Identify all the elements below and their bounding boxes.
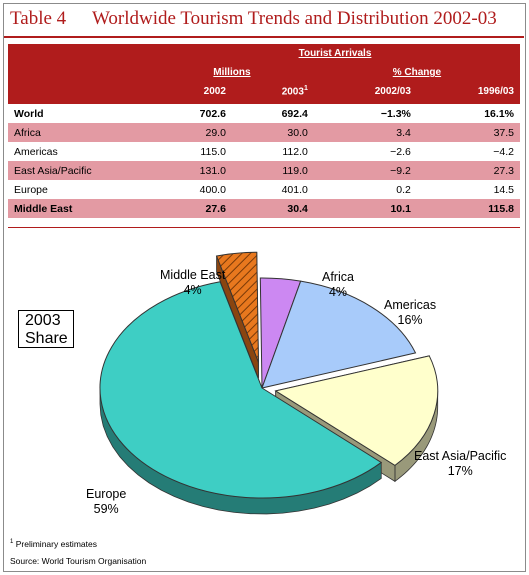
col-header-1996-03: 1996/03 — [416, 82, 520, 104]
tourism-table: Tourist Arrivals Millions % Change 2002 … — [8, 44, 520, 218]
table-row: Africa 29.0 30.0 3.4 37.5 — [8, 123, 520, 142]
table-row: Europe 400.0 401.0 0.2 14.5 — [14, 183, 514, 196]
chart-title-box: 2003 Share — [18, 310, 74, 348]
table-row: East Asia/Pacific 131.0 119.0 −9.2 27.3 — [8, 161, 520, 180]
label-americas: Americas 16% — [384, 298, 437, 327]
footnote-preliminary: 1 Preliminary estimates — [10, 539, 97, 549]
label-middle-east: Middle East 4% — [160, 268, 226, 297]
label-europe: Europe 59% — [86, 487, 127, 516]
figure-frame — [3, 3, 526, 572]
label-east-asia-pacific: East Asia/Pacific 17% — [414, 449, 507, 478]
table-row: Middle East 27.6 30.4 10.1 115.8 — [8, 199, 520, 218]
header-millions: Millions — [150, 63, 314, 82]
pie-slice-east-asia-pacific — [274, 355, 439, 466]
header-row-subgroups: Millions % Change — [8, 63, 520, 82]
pie-slice-americas — [261, 280, 417, 389]
table-bottom-rule — [8, 227, 520, 228]
col-header-2002: 2002 — [150, 82, 232, 104]
pie-slice-europe — [99, 281, 383, 499]
header-change: % Change — [313, 63, 520, 82]
table-row: Americas 115.0 112.0 −2.6 −4.2 — [14, 145, 514, 158]
table-title-text: Worldwide Tourism Trends and Distributio… — [92, 8, 497, 29]
col-header-2002-03: 2002/03 — [313, 82, 417, 104]
table-number: Table 4 — [10, 8, 67, 29]
chart-title-line-2: Share — [25, 330, 68, 347]
col-header-2003: 20031 — [231, 82, 314, 104]
table-row: World 702.6 692.4 −1.3% 16.1% — [8, 102, 520, 123]
header-tourist-arrivals: Tourist Arrivals — [150, 44, 520, 63]
footnote-source: Source: World Tourism Organisation — [10, 556, 147, 566]
pie-slice-middle-east — [215, 251, 259, 363]
table-title: Table 4 Worldwide Tourism Trends and Dis… — [4, 4, 524, 34]
header-row-group: Tourist Arrivals — [8, 44, 520, 63]
label-africa: Africa 4% — [322, 270, 354, 299]
header-row-columns: 2002 20031 2002/03 1996/03 — [8, 82, 520, 104]
chart-title-line-1: 2003 — [25, 312, 61, 329]
share-pie-chart — [99, 251, 439, 515]
title-rule — [4, 36, 524, 38]
